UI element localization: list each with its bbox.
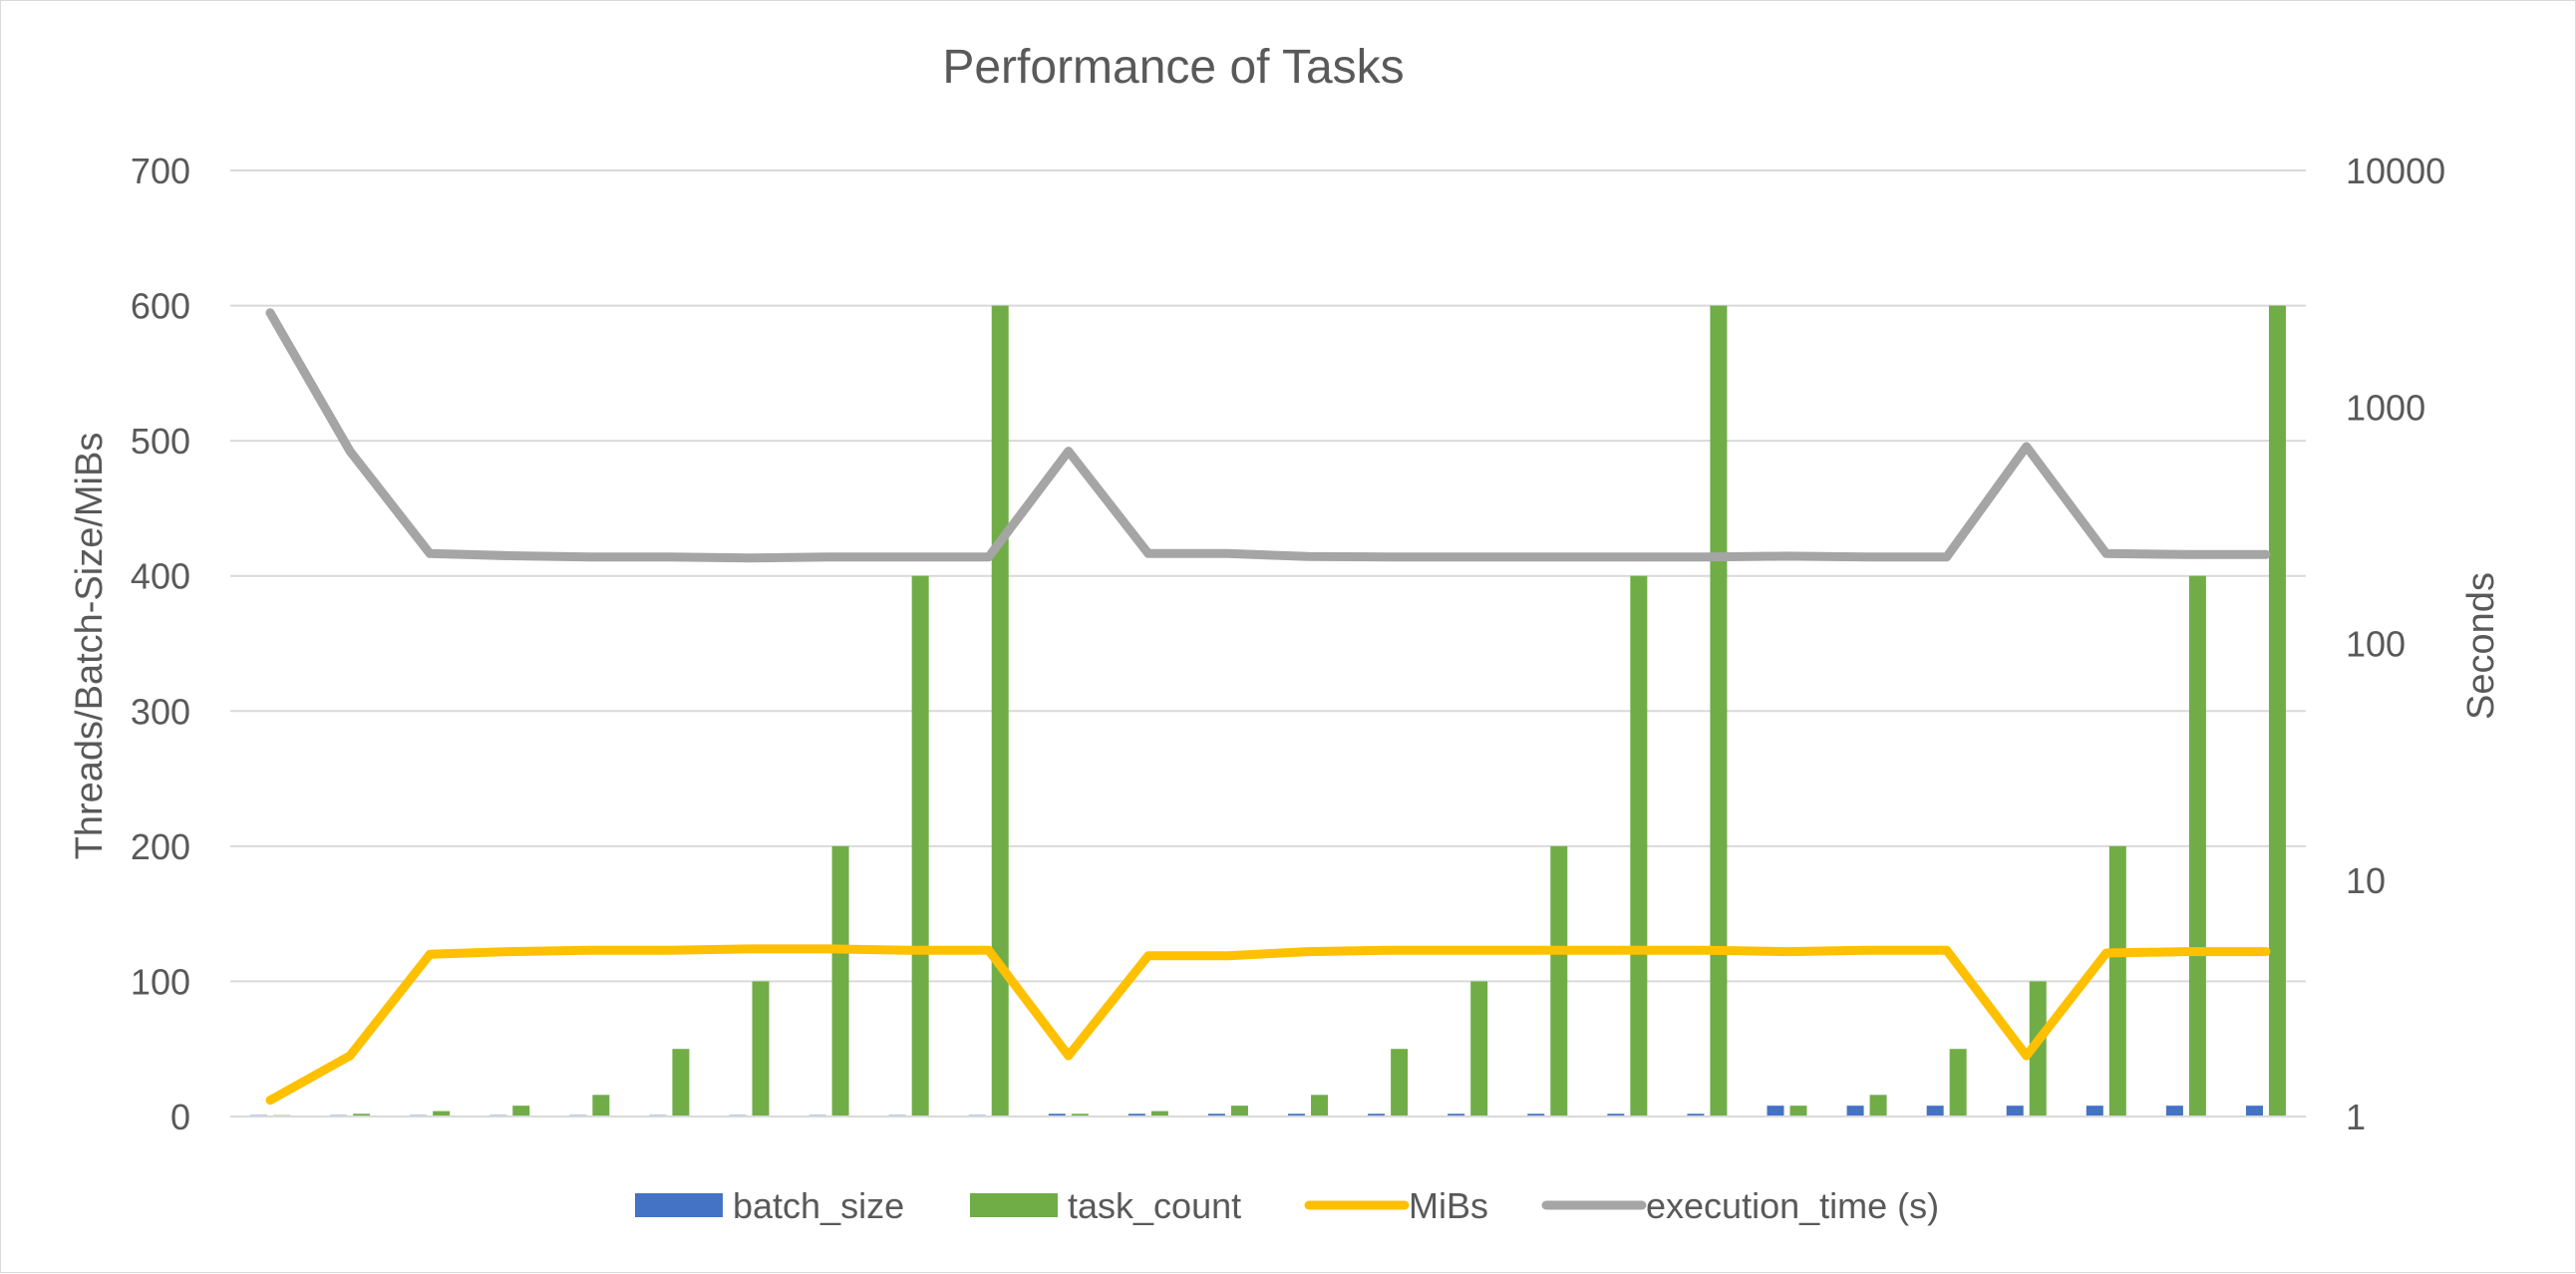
left-tick-label: 300: [131, 691, 190, 732]
left-tick-label: 600: [131, 286, 190, 327]
task-count-bar: [2029, 981, 2047, 1116]
batch-size-bar: [1767, 1106, 1784, 1116]
gridlines: [230, 169, 2306, 983]
batch-size-bar: [1288, 1114, 1306, 1116]
right-tick-label: 100: [2346, 624, 2406, 665]
legend-swatch: [635, 1193, 723, 1217]
chart-title: Performance of Tasks: [942, 41, 1404, 94]
batch-size-bar: [1607, 1114, 1625, 1116]
batch-size-bar: [1368, 1114, 1386, 1116]
legend-item: MiBs: [1304, 1185, 1488, 1226]
batch-size-bar: [1527, 1114, 1545, 1116]
batch-size-bar: [1048, 1114, 1066, 1116]
batch-size-bar: [2006, 1106, 2024, 1116]
left-tick-label: 100: [131, 961, 190, 1002]
batch-size-bar: [1846, 1106, 1864, 1116]
batch-size-bar: [2086, 1106, 2103, 1116]
batch-size-bar: [1926, 1106, 1944, 1116]
task-count-bar: [433, 1111, 451, 1116]
batch-size-bar: [1448, 1114, 1465, 1116]
task-count-bar: [1949, 1049, 1967, 1116]
batch-size-bar: [1207, 1114, 1225, 1116]
execution-time-s--line: [265, 308, 2271, 563]
legend-item: task_count: [970, 1185, 1241, 1226]
task-count-bar: [752, 981, 770, 1116]
task-count-bar: [2268, 305, 2286, 1117]
task-count-bar: [1150, 1111, 1168, 1116]
task-count-bar: [1710, 305, 1728, 1117]
task-count-bar: [991, 305, 1009, 1117]
legend-item: batch_size: [635, 1185, 904, 1226]
batch-size-bar: [1127, 1114, 1145, 1116]
line-series: [265, 308, 2271, 1106]
task-count-bar: [2188, 575, 2206, 1116]
left-tick-label: 200: [131, 826, 190, 867]
left-tick-label: 400: [131, 556, 190, 597]
task-count-bar: [1869, 1095, 1887, 1116]
task-count-bar: [1071, 1114, 1089, 1116]
legend-swatch: [970, 1193, 1058, 1217]
task-count-bar: [831, 845, 849, 1116]
legend-label: execution_time (s): [1646, 1185, 1939, 1226]
right-tick-label: 10000: [2346, 151, 2445, 191]
task-count-bar: [1470, 981, 1488, 1116]
right-tick-label: 1000: [2346, 387, 2425, 428]
left-axis-label: Threads/Batch-Size/MiBs: [69, 433, 111, 860]
mibs-line: [265, 944, 2271, 1106]
task-count-bar: [672, 1049, 690, 1116]
bar-series: [250, 305, 2286, 1117]
task-count-bar: [353, 1114, 371, 1116]
task-count-bar: [1789, 1106, 1807, 1116]
task-count-bar: [1550, 845, 1568, 1116]
legend-label: task_count: [1068, 1185, 1241, 1226]
batch-size-bar: [2165, 1106, 2183, 1116]
right-axis-ticks: 1 10 100 1000 10000: [2346, 151, 2445, 1137]
batch-size-bar: [1687, 1114, 1705, 1116]
legend-label: MiBs: [1409, 1185, 1488, 1226]
bar-series-task-count: [273, 305, 2286, 1117]
legend-item: execution_time (s): [1541, 1185, 1939, 1226]
task-count-bar: [1230, 1106, 1248, 1116]
task-count-bar: [2108, 845, 2126, 1116]
right-axis-label: Seconds: [2460, 572, 2502, 720]
task-count-bar: [592, 1095, 610, 1116]
legend: batch_size task_count MiBs execution_time (…: [635, 1185, 1939, 1226]
task-count-bar: [1391, 1049, 1409, 1116]
left-axis-ticks: 0 100 200 300 400 500 600 700: [131, 151, 190, 1137]
batch-size-bar: [2245, 1106, 2263, 1116]
right-tick-label: 1: [2346, 1097, 2366, 1137]
right-tick-label: 10: [2346, 860, 2386, 901]
left-tick-label: 700: [131, 151, 190, 191]
task-count-bar: [512, 1106, 530, 1116]
left-tick-label: 500: [131, 421, 190, 462]
task-count-bar: [1311, 1095, 1329, 1116]
legend-label: batch_size: [733, 1185, 904, 1226]
left-tick-label: 0: [170, 1097, 190, 1137]
task-count-bar: [1630, 575, 1648, 1116]
task-count-bar: [911, 575, 929, 1116]
